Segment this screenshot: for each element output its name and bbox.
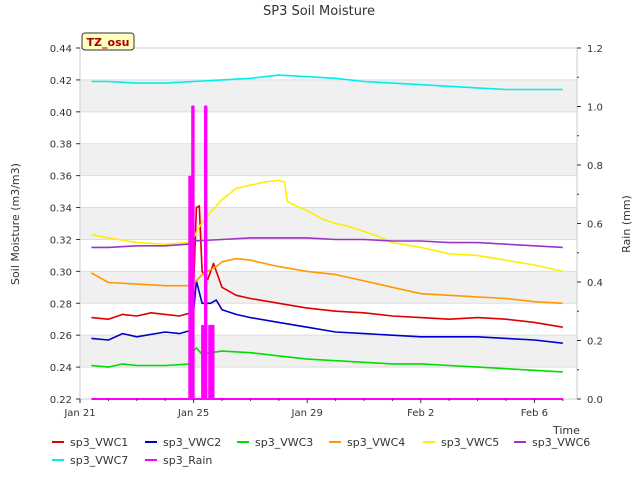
y-tick-label: 0.28: [50, 299, 72, 310]
y2-tick-label: 1.0: [587, 103, 603, 114]
y2-tick-label: 0.4: [587, 278, 603, 289]
y2-tick-label: 1.2: [587, 44, 603, 55]
y-tick-label: 0.30: [50, 267, 72, 278]
y-tick-label: 0.40: [50, 108, 72, 119]
y-tick-label: 0.44: [50, 44, 72, 55]
station-badge-label: TZ_osu: [87, 36, 130, 49]
legend-label-sp3_VWC2: sp3_VWC2: [163, 436, 221, 449]
y2-tick-label: 0.6: [587, 220, 603, 231]
series-layer: [91, 74, 563, 400]
y-axis-label: Soil Moisture (m3/m3): [9, 163, 22, 285]
legend-label-sp3_Rain: sp3_Rain: [163, 454, 212, 467]
y2-tick-label: 0.0: [587, 395, 603, 406]
y2-tick-label: 0.8: [587, 161, 603, 172]
y-tick-label: 0.36: [50, 172, 72, 183]
legend-label-sp3_VWC7: sp3_VWC7: [70, 454, 128, 467]
station-badge: TZ_osu: [81, 32, 135, 51]
y-tick-label: 0.22: [50, 395, 72, 406]
y-tick-label: 0.32: [50, 235, 72, 246]
x-tick-label: Jan 21: [63, 408, 95, 419]
x-tick-label: Feb 6: [521, 408, 548, 419]
grid-band: [80, 335, 577, 368]
y-tick-label: 0.42: [50, 76, 72, 87]
series-line-sp3_Rain: [91, 105, 563, 400]
legend: sp3_VWC1 sp3_VWC2 sp3_VWC3 sp3_VWC4 sp3_VWC5…: [52, 436, 590, 467]
series-line-sp3_VWC2: [91, 280, 563, 344]
grid-band: [80, 143, 577, 176]
chart-title: SP3 Soil Moisture: [263, 4, 375, 19]
legend-label-sp3_VWC4: sp3_VWC4: [347, 436, 405, 449]
y-tick-label: 0.34: [50, 204, 72, 215]
y-tick-label: 0.24: [50, 363, 72, 374]
grid-band: [80, 79, 577, 112]
y2-tick-label: 0.2: [587, 337, 603, 348]
series-line-sp3_VWC6: [91, 237, 563, 249]
y-axis-left: 0.22 0.24 0.26 0.28 0.30 0.32 0.34 0.36 0.38 0.40…: [50, 44, 80, 406]
legend-label-sp3_VWC3: sp3_VWC3: [255, 436, 313, 449]
legend-label-sp3_VWC5: sp3_VWC5: [441, 436, 499, 449]
x-axis-label: Time: [552, 424, 580, 437]
x-tick-label: Jan 29: [291, 408, 323, 419]
x-axis: Jan 21 Jan 25 Jan 29 Feb 2 Feb 6: [63, 399, 564, 419]
grid-bands: [80, 79, 577, 368]
y2-axis-label: Rain (mm): [620, 195, 633, 253]
y-tick-label: 0.26: [50, 331, 72, 342]
legend-label-sp3_VWC1: sp3_VWC1: [70, 436, 128, 449]
grid-lines: [80, 47, 577, 400]
series-line-sp3_VWC3: [91, 347, 563, 373]
y-axis-right: 0.0 0.2 0.4 0.6 0.8 1.0 1.2: [577, 44, 603, 406]
series-line-sp3_VWC4: [91, 257, 563, 305]
x-tick-label: Jan 25: [177, 408, 209, 419]
legend-label-sp3_VWC6: sp3_VWC6: [532, 436, 590, 449]
grid-band: [80, 207, 577, 240]
series-line-sp3_VWC7: [91, 74, 563, 91]
series-line-sp3_VWC1: [91, 205, 563, 328]
y-tick-label: 0.38: [50, 140, 72, 151]
x-tick-label: Feb 2: [407, 408, 434, 419]
